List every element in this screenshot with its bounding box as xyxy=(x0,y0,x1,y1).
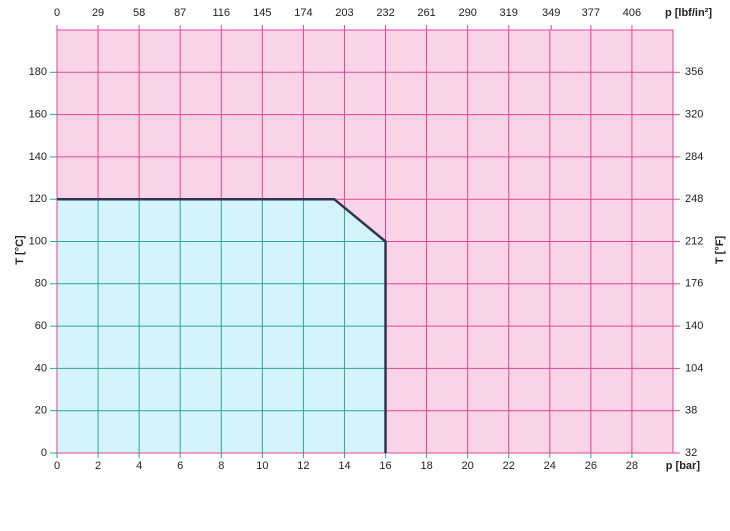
y-tick-label: 0 xyxy=(41,447,47,459)
x2-tick-label: 319 xyxy=(500,7,518,19)
x2-tick-label: 29 xyxy=(92,7,104,19)
x-tick-label: 16 xyxy=(379,460,391,472)
x-tick-label: 4 xyxy=(136,460,142,472)
y2-tick-label: 38 xyxy=(685,405,697,417)
x2-tick-label: 377 xyxy=(582,7,600,19)
y-tick-label: 40 xyxy=(35,362,47,374)
y2-tick-label: 176 xyxy=(685,278,703,290)
x-tick-label: 2 xyxy=(95,460,101,472)
x2-tick-label: 406 xyxy=(623,7,641,19)
grid xyxy=(57,199,386,453)
x2-tick-label: 58 xyxy=(133,7,145,19)
x-axis-label: p [bar] xyxy=(666,460,701,472)
x-tick-label: 20 xyxy=(462,460,474,472)
x-tick-label: 14 xyxy=(338,460,350,472)
x2-tick-label: 145 xyxy=(253,7,271,19)
x2-tick-label: 87 xyxy=(174,7,186,19)
y-tick-label: 60 xyxy=(35,320,47,332)
y2-axis-label: T [°F] xyxy=(714,236,726,265)
y-tick-label: 180 xyxy=(29,66,47,78)
x2-tick-label: 203 xyxy=(335,7,353,19)
x2-tick-label: 232 xyxy=(376,7,394,19)
y-axis-label: T [°C] xyxy=(14,235,26,265)
y-tick-label: 80 xyxy=(35,278,47,290)
y2-tick-label: 104 xyxy=(685,362,703,374)
y2-tick-label: 212 xyxy=(685,235,703,247)
y2-tick-label: 248 xyxy=(685,193,703,205)
x-tick-label: 6 xyxy=(177,460,183,472)
x2-axis-label: p [lbf/in²] xyxy=(665,7,712,19)
x-tick-label: 24 xyxy=(544,460,556,472)
x-tick-label: 10 xyxy=(256,460,268,472)
y2-tick-label: 32 xyxy=(685,447,697,459)
y-tick-label: 100 xyxy=(29,235,47,247)
y-tick-label: 120 xyxy=(29,193,47,205)
x-tick-label: 18 xyxy=(420,460,432,472)
y2-tick-label: 320 xyxy=(685,109,703,121)
x-tick-label: 28 xyxy=(626,460,638,472)
grid xyxy=(56,30,673,454)
boundary-line xyxy=(57,197,387,453)
x2-tick-label: 0 xyxy=(54,7,60,19)
x2-tick-label: 261 xyxy=(417,7,435,19)
x-tick-label: 26 xyxy=(585,460,597,472)
x-tick-label: 8 xyxy=(218,460,224,472)
y2-tick-label: 140 xyxy=(685,320,703,332)
x2-tick-label: 349 xyxy=(542,7,560,19)
x2-tick-label: 290 xyxy=(458,7,476,19)
x2-tick-label: 116 xyxy=(212,7,230,19)
x-tick-label: 12 xyxy=(297,460,309,472)
x-tick-label: 22 xyxy=(503,460,515,472)
y2-tick-label: 356 xyxy=(685,66,703,78)
x2-tick-label: 174 xyxy=(294,7,312,19)
y2-tick-label: 284 xyxy=(685,151,703,163)
y-tick-label: 160 xyxy=(29,109,47,121)
y-tick-label: 140 xyxy=(29,151,47,163)
x-tick-label: 0 xyxy=(54,460,60,472)
y-tick-label: 20 xyxy=(35,405,47,417)
